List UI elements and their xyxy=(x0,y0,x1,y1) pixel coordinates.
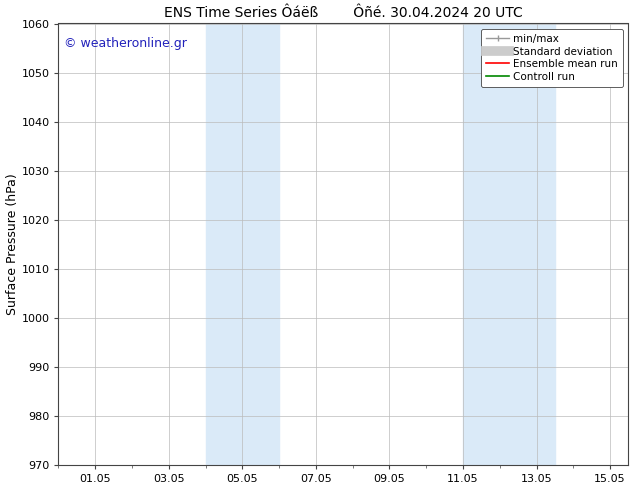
Title: ENS Time Series Ôáëß        Ôñé. 30.04.2024 20 UTC: ENS Time Series Ôáëß Ôñé. 30.04.2024 20 … xyxy=(164,5,523,20)
Legend: min/max, Standard deviation, Ensemble mean run, Controll run: min/max, Standard deviation, Ensemble me… xyxy=(481,29,623,87)
Y-axis label: Surface Pressure (hPa): Surface Pressure (hPa) xyxy=(6,173,18,316)
Bar xyxy=(205,24,279,465)
Bar xyxy=(463,24,555,465)
Text: © weatheronline.gr: © weatheronline.gr xyxy=(64,37,187,50)
